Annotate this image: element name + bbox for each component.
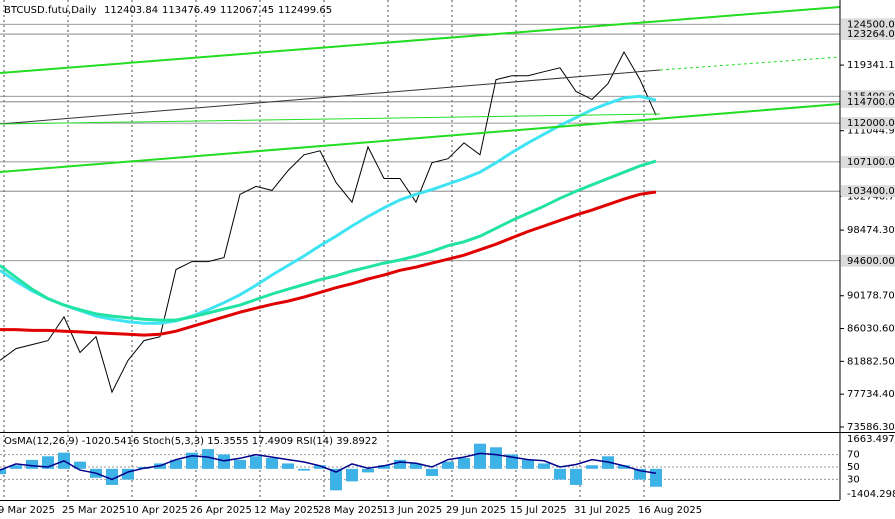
plot-area <box>0 0 840 500</box>
level-label: 114700.00 <box>847 97 895 108</box>
osma-bar <box>362 468 374 473</box>
rsi-tick-label: 70 <box>847 450 860 461</box>
x-tick-label: 29 Jun 2025 <box>446 505 506 516</box>
osma-bar <box>250 456 262 469</box>
osma-bar <box>106 468 118 485</box>
osma-bar <box>410 463 422 469</box>
y-tick-label: 73586.30 <box>847 422 895 433</box>
osma-bar <box>234 459 246 469</box>
osma-bar <box>554 468 566 480</box>
osma-bar <box>10 465 22 469</box>
x-tick-label: 31 Jul 2025 <box>574 505 631 516</box>
osma-bar <box>442 461 454 469</box>
osma-bar <box>378 465 390 469</box>
y-tick-label: 81882.50 <box>847 356 895 367</box>
y-tick-label: 90178.70 <box>847 291 895 302</box>
osma-bar <box>650 468 662 487</box>
level-label-bg <box>841 28 895 41</box>
osma-bar <box>394 459 406 469</box>
osma-bar <box>266 458 278 469</box>
osma-bar <box>570 468 582 485</box>
osma-bar <box>26 459 38 469</box>
level-label: 107100.00 <box>847 157 895 168</box>
osma-bar <box>634 468 646 480</box>
level-label-bg <box>841 155 895 168</box>
osma-bar <box>314 465 326 469</box>
y-tick-label: 111044.90 <box>847 126 895 137</box>
osma-bar <box>330 468 342 491</box>
osma-bar <box>346 468 358 482</box>
level-label-bg <box>841 185 895 198</box>
y-tick-label: 86030.60 <box>847 324 895 335</box>
close-value: 112499.65 <box>278 5 332 16</box>
level-label: 123264.00 <box>847 29 895 40</box>
indicator-min-label: -1404.2982 <box>847 489 895 500</box>
osma-bar <box>426 468 438 476</box>
osma-bar <box>538 463 550 469</box>
y-tick-label: 119341.10 <box>847 60 895 71</box>
x-tick-label: 15 Jul 2025 <box>510 505 567 516</box>
x-tick-label: 26 Apr 2025 <box>190 505 252 516</box>
trend-line <box>659 56 841 71</box>
level-label: 94600.00 <box>847 256 895 267</box>
level-label: 103400.00 <box>847 186 895 197</box>
rsi-tick-label: 30 <box>847 474 860 485</box>
x-tick-label: 13 Jun 2025 <box>382 505 442 516</box>
osma-bar <box>458 458 470 469</box>
level-label: 112000.00 <box>847 118 895 129</box>
moving-average <box>0 190 657 337</box>
osma-bar <box>0 468 6 475</box>
indicator-title: OsMA(12,26,9) -1020.5416 Stoch(5,3,3) 15… <box>4 436 378 447</box>
osma-bar <box>522 459 534 469</box>
symbol-title: BTCUSD.futu,Daily <box>4 5 97 16</box>
osma-bar <box>586 465 598 469</box>
osma-bar <box>170 459 182 469</box>
y-tick-label: 77734.40 <box>847 389 895 400</box>
level-label-bg <box>841 117 895 130</box>
moving-average <box>0 94 657 325</box>
level-label-bg <box>841 254 895 267</box>
price-line <box>0 50 657 394</box>
osma-bar <box>74 461 86 469</box>
osma-bar <box>122 468 134 480</box>
rsi-line <box>0 452 657 481</box>
indicator-max-label: 1663.4973 <box>847 434 895 445</box>
osma-bar <box>218 454 230 469</box>
rsi-tick-label: 50 <box>847 462 860 473</box>
high-value: 113476.49 <box>162 5 216 16</box>
trend-line <box>0 103 841 173</box>
x-tick-label: 16 Aug 2025 <box>638 505 702 516</box>
osma-bar <box>298 468 310 471</box>
low-value: 112067.45 <box>220 5 274 16</box>
osma-bar <box>282 463 294 469</box>
trend-line <box>0 69 661 125</box>
moving-average <box>0 159 657 322</box>
trend-line <box>0 6 841 74</box>
osma-bar <box>474 443 486 469</box>
x-tick-label: 12 May 2025 <box>254 505 319 516</box>
osma-bar <box>490 447 502 469</box>
open-value: 112403.84 <box>104 5 158 16</box>
trend-line <box>0 113 661 125</box>
level-label-bg <box>841 95 895 108</box>
x-tick-label: 25 Mar 2025 <box>62 505 125 516</box>
level-label: 124500.00 <box>847 19 895 30</box>
osma-bar <box>618 465 630 469</box>
x-tick-label: 10 Apr 2025 <box>126 505 188 516</box>
level-label-bg <box>841 18 895 31</box>
x-tick-label: 28 May 2025 <box>318 505 383 516</box>
y-tick-label: 98474.30 <box>847 225 895 236</box>
osma-bar <box>202 449 214 469</box>
x-tick-label: 9 Mar 2025 <box>0 505 55 516</box>
